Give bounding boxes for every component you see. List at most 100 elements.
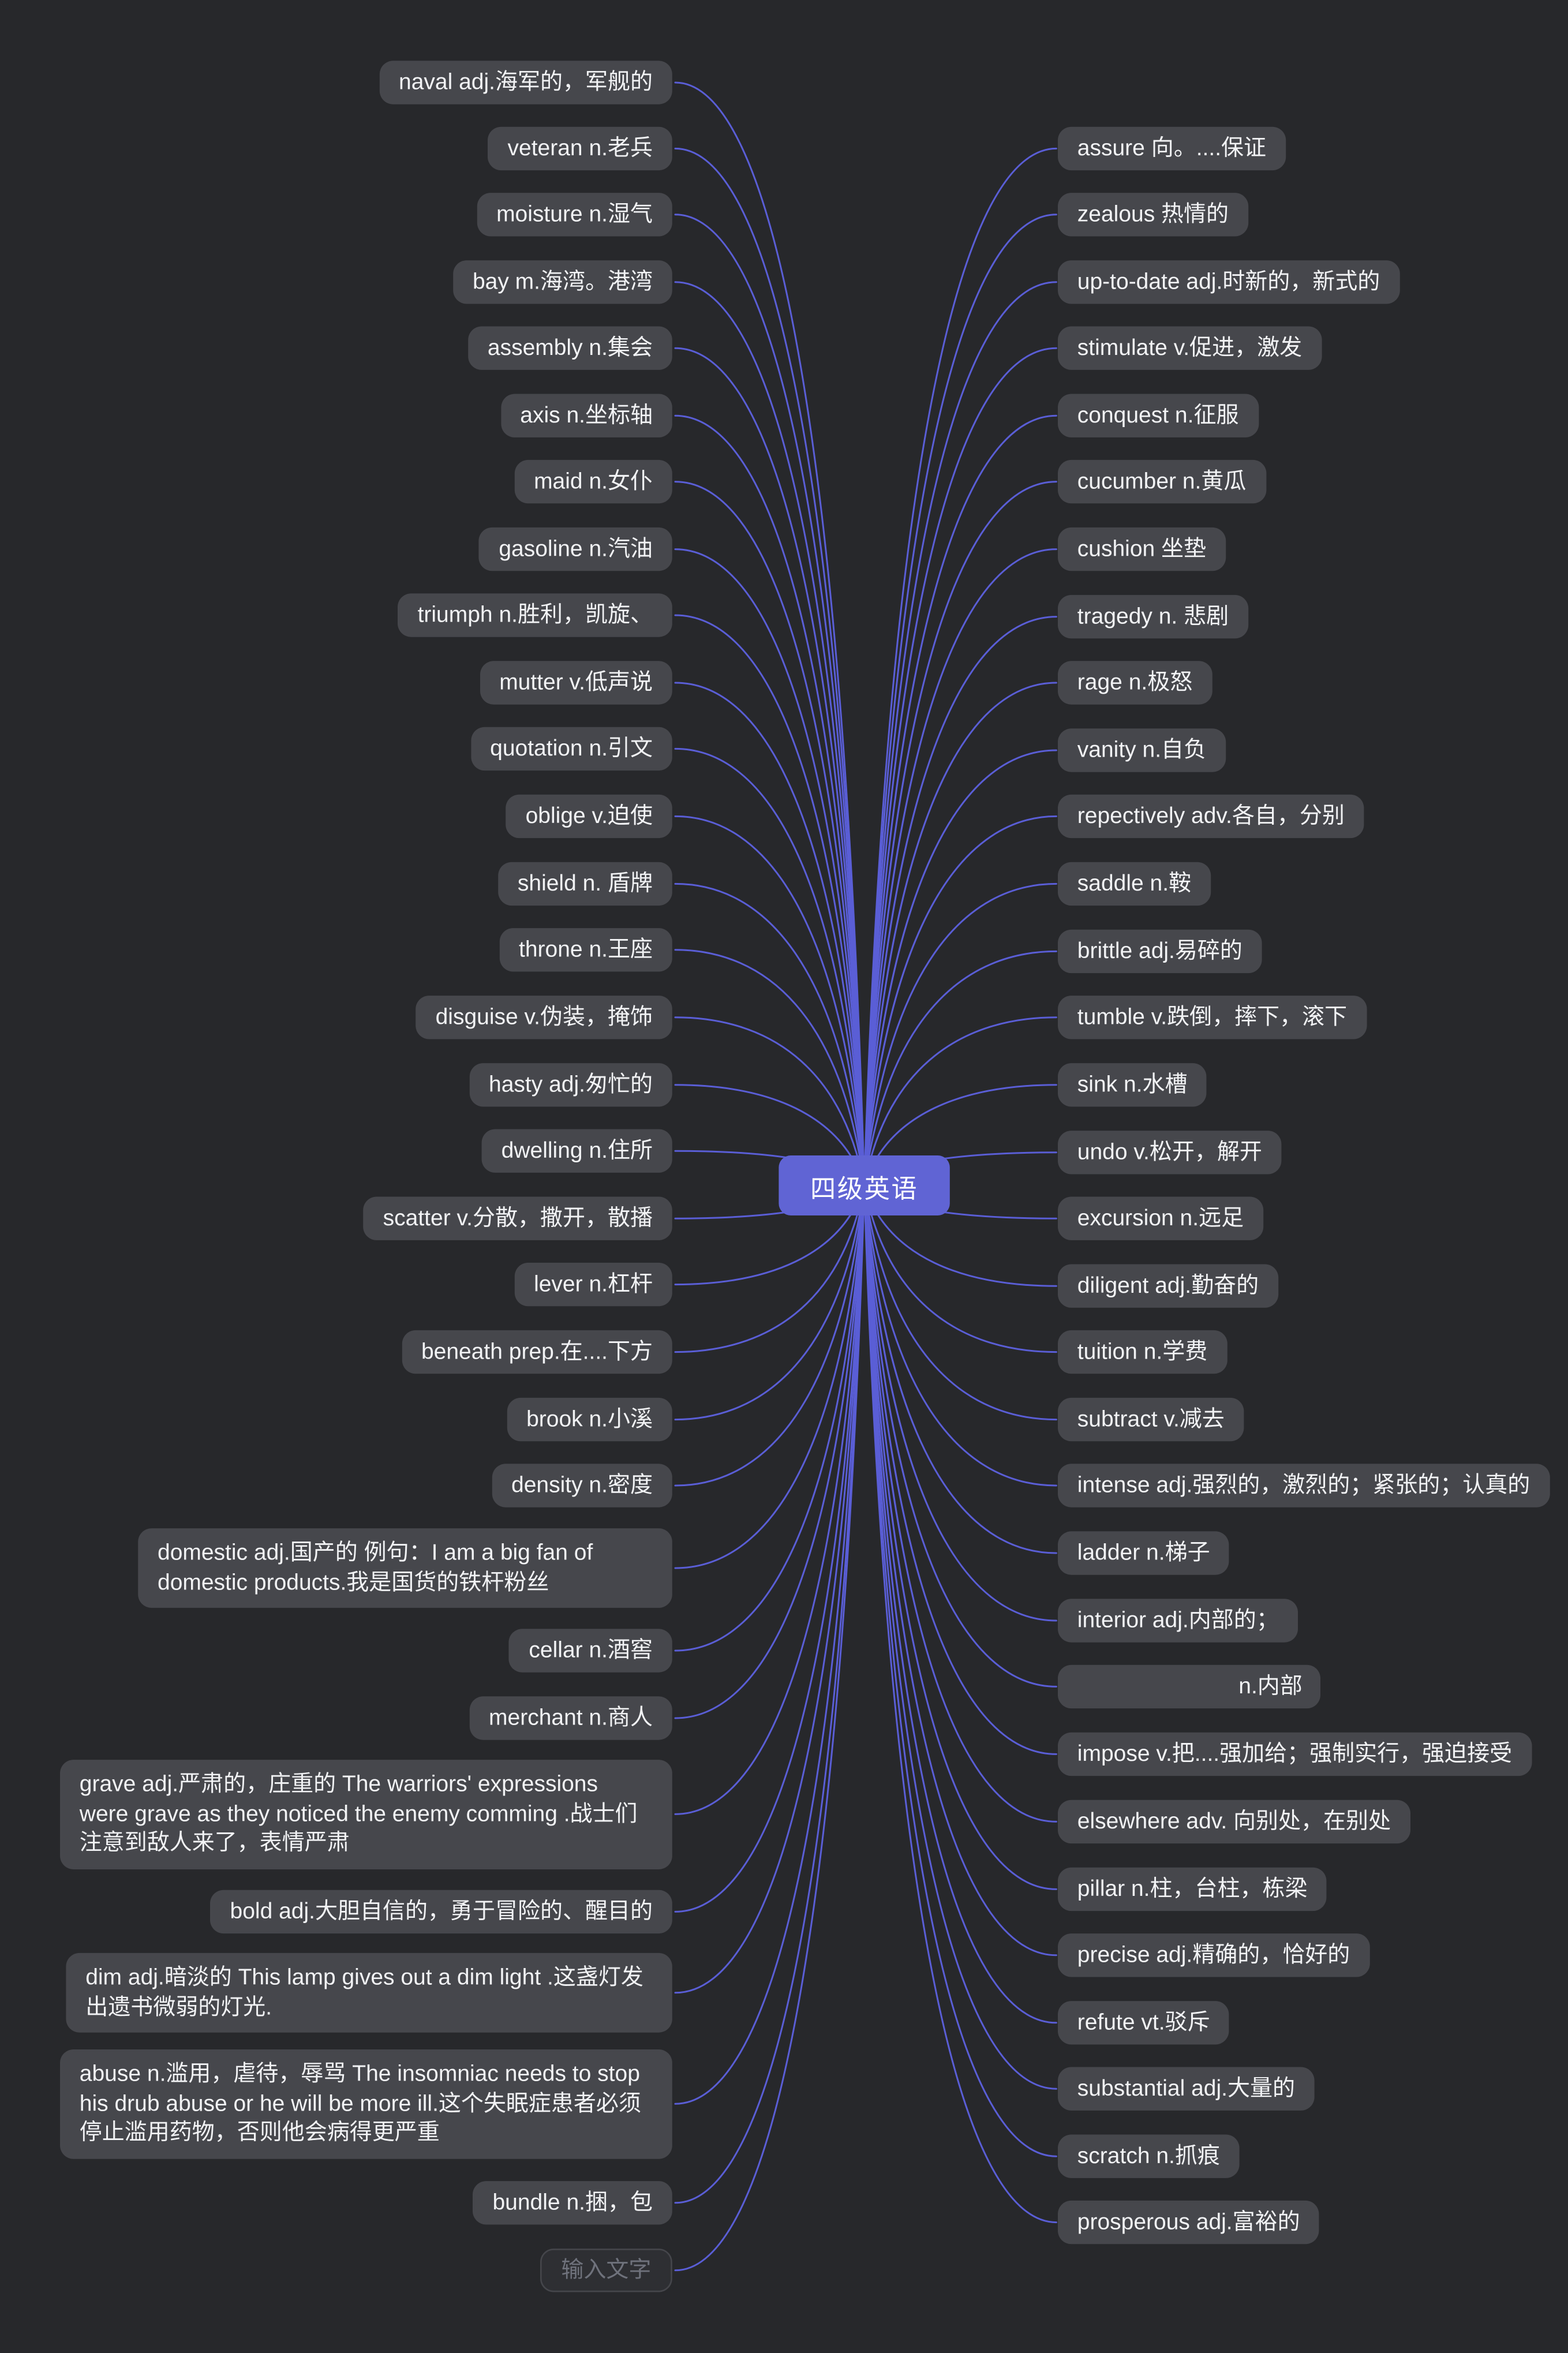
connector-curve <box>863 882 1057 1187</box>
connector-curve <box>674 1184 866 1815</box>
topic-node[interactable]: zealous 热情的 <box>1057 193 1248 237</box>
topic-node[interactable]: bundle n.捆，包 <box>473 2181 672 2225</box>
topic-node[interactable]: up-to-date adj.时新的，新式的 <box>1057 260 1400 304</box>
topic-node[interactable]: diligent adj.勤奋的 <box>1057 1264 1278 1308</box>
connector-curve <box>674 1184 866 2204</box>
topic-node[interactable]: merchant n.商人 <box>469 1696 672 1740</box>
connector-curve <box>863 1184 1057 1688</box>
connector-curve <box>863 1184 1057 1487</box>
topic-node[interactable]: stimulate v.促进，激发 <box>1057 326 1322 370</box>
placeholder-topic-node[interactable]: 输入文字 <box>540 2249 672 2292</box>
topic-node[interactable]: vanity n.自负 <box>1057 728 1226 772</box>
topic-node[interactable]: gasoline n.汽油 <box>479 527 672 571</box>
topic-node[interactable]: assure 向。....保证 <box>1057 126 1286 171</box>
topic-node[interactable]: tumble v.跌倒，摔下，滚下 <box>1057 996 1367 1039</box>
connector-curve <box>863 616 1057 1187</box>
connector-curve <box>674 747 866 1187</box>
connector-curve <box>863 950 1057 1187</box>
topic-node[interactable]: impose v.把....强加给；强制实行，强迫接受 <box>1057 1732 1532 1776</box>
topic-node[interactable]: abuse n.滥用，虐待，辱骂 The insomniac needs to … <box>60 2049 672 2159</box>
topic-node[interactable]: lever n.杠杆 <box>514 1262 672 1307</box>
topic-node[interactable]: ladder n.梯子 <box>1057 1531 1230 1575</box>
connector-curve <box>863 1184 1057 1421</box>
topic-node[interactable]: oblige v.迫使 <box>506 794 672 839</box>
connector-curve <box>863 214 1057 1187</box>
topic-node[interactable]: elsewhere adv. 向别处，在别处 <box>1057 1800 1410 1844</box>
topic-node[interactable]: brook n.小溪 <box>507 1397 672 1442</box>
connector-curve <box>674 281 866 1187</box>
topic-node[interactable]: prosperous adj.富裕的 <box>1057 2200 1320 2244</box>
topic-node[interactable]: refute vt.驳斥 <box>1057 2001 1230 2045</box>
topic-node[interactable]: assembly n.集会 <box>468 326 672 370</box>
topic-node[interactable]: disguise v.伪装，掩饰 <box>416 996 672 1039</box>
topic-node[interactable]: rage n.极怒 <box>1057 661 1213 705</box>
topic-node[interactable]: precise adj.精确的，恰好的 <box>1057 1933 1370 1977</box>
topic-node[interactable]: saddle n.鞍 <box>1057 862 1211 906</box>
topic-node[interactable]: veteran n.老兵 <box>488 126 672 171</box>
topic-node[interactable]: density n.密度 <box>492 1464 672 1507</box>
topic-node[interactable]: dwelling n.住所 <box>481 1129 672 1173</box>
connector-curve <box>674 147 866 1187</box>
topic-node[interactable]: interior adj.内部的； <box>1057 1599 1298 1643</box>
connector-curve <box>863 147 1057 1187</box>
topic-node[interactable]: beneath prep.在....下方 <box>402 1330 672 1374</box>
topic-node[interactable]: conquest n.征服 <box>1057 394 1259 437</box>
connector-curve <box>674 949 866 1187</box>
topic-node[interactable]: domestic adj.国产的 例句：I am a big fan of do… <box>138 1528 672 1608</box>
central-topic-node[interactable]: 四级英语 <box>779 1155 950 1215</box>
connector-curve <box>863 749 1057 1187</box>
connector-curve <box>863 1016 1057 1187</box>
topic-node[interactable]: tuition n.学费 <box>1057 1330 1228 1374</box>
connector-curve <box>674 882 866 1187</box>
topic-node[interactable]: bold adj.大胆自信的，勇于冒险的、醒目的 <box>210 1890 672 1934</box>
topic-node[interactable]: maid n.女仆 <box>514 459 672 504</box>
connector-curve <box>863 1184 1057 1554</box>
topic-node[interactable]: cucumber n.黄瓜 <box>1057 459 1266 504</box>
topic-node[interactable]: mutter v.低声说 <box>480 661 672 705</box>
topic-node[interactable]: pillar n.柱，台柱，栋梁 <box>1057 1867 1327 1911</box>
topic-node[interactable]: subtract v.减去 <box>1057 1397 1244 1442</box>
topic-node[interactable]: throne n.王座 <box>499 928 672 972</box>
connector-curve <box>674 1184 866 1652</box>
connector-curve <box>674 1184 866 1353</box>
topic-node[interactable]: triumph n.胜利，凯旋、 <box>398 593 672 637</box>
topic-node[interactable]: sink n.水槽 <box>1057 1063 1207 1107</box>
topic-node[interactable]: scatter v.分散，撒开，散播 <box>363 1196 672 1240</box>
topic-node[interactable]: cushion 坐垫 <box>1057 527 1226 571</box>
connector-curve <box>863 1184 1057 2090</box>
topic-node[interactable]: naval adj.海军的，军舰的 <box>379 61 672 104</box>
connector-curve <box>863 1184 1057 1622</box>
connector-curve <box>863 414 1057 1187</box>
connector-curve <box>674 682 866 1187</box>
topic-node[interactable]: repectively adv.各自，分别 <box>1057 794 1364 839</box>
topic-node[interactable]: tragedy n. 悲剧 <box>1057 594 1248 639</box>
topic-node[interactable]: brittle adj.易碎的 <box>1057 929 1262 974</box>
connector-curve <box>674 1184 866 1421</box>
topic-node[interactable]: moisture n.湿气 <box>477 193 672 237</box>
topic-node[interactable]: bay m.海湾。港湾 <box>453 260 672 304</box>
topic-node[interactable]: hasty adj.匆忙的 <box>469 1063 672 1107</box>
topic-node[interactable]: grave adj.严肃的，庄重的 The warriors' expressi… <box>60 1760 672 1869</box>
topic-node[interactable]: excursion n.远足 <box>1057 1196 1263 1240</box>
topic-node[interactable]: dim adj.暗淡的 This lamp gives out a dim li… <box>66 1952 672 2033</box>
connector-curve <box>863 1184 1057 2224</box>
connector-curve <box>863 347 1057 1187</box>
connector-curve <box>674 1184 866 1569</box>
connector-curve <box>674 815 866 1187</box>
topic-node[interactable]: substantial adj.大量的 <box>1057 2067 1315 2111</box>
connector-curve <box>863 1184 1057 1755</box>
topic-node[interactable]: shield n. 盾牌 <box>498 862 672 906</box>
connector-curve <box>863 815 1057 1187</box>
topic-node[interactable]: n.内部 <box>1057 1664 1320 1709</box>
topic-node[interactable]: axis n.坐标轴 <box>500 394 672 437</box>
connector-curve <box>863 1184 1057 1353</box>
topic-node[interactable]: undo v.松开，解开 <box>1057 1131 1282 1174</box>
topic-node[interactable]: cellar n.酒窖 <box>509 1629 672 1673</box>
topic-node[interactable]: quotation n.引文 <box>470 727 672 771</box>
connector-curve <box>863 682 1057 1187</box>
topic-node[interactable]: scratch n.抓痕 <box>1057 2134 1240 2178</box>
connector-curve <box>674 1016 866 1187</box>
topic-node[interactable]: intense adj.强烈的，激烈的；紧张的；认真的 <box>1057 1464 1550 1507</box>
